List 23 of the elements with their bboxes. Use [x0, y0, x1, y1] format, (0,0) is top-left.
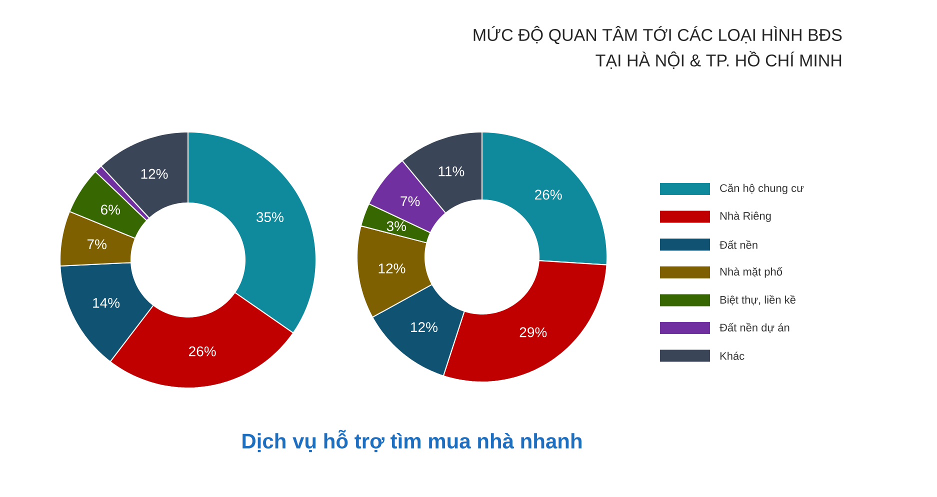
legend-label: Đất nền	[720, 240, 758, 249]
data-label: 26%	[189, 346, 216, 356]
data-label: 12%	[411, 322, 438, 332]
legend-label: Căn hộ chung cư	[720, 184, 804, 194]
chart-subtitle: TẠI HÀ NỘI & TP. HỒ CHÍ MINH	[596, 51, 842, 69]
legend-label: Nhà mặt phố	[720, 267, 782, 278]
chart-title: MỨC ĐỘ QUAN TÂM TỚI CÁC LOẠI HÌNH BĐS	[474, 26, 842, 44]
data-label: 11%	[438, 166, 464, 176]
data-label: 12%	[378, 263, 406, 274]
data-label: 6%	[101, 204, 120, 215]
data-label: 14%	[93, 298, 120, 308]
text: Dịch vụ hỗ trợ tìm mua nhà nhanh	[242, 430, 582, 452]
data-label: 7%	[400, 196, 420, 206]
data-label: 35%	[256, 212, 284, 222]
legend-label: Nhà Riêng	[720, 212, 771, 222]
data-label: 7%	[87, 239, 106, 250]
legend-label: Biệt thự, liền kề	[720, 295, 796, 306]
data-label: 12%	[141, 168, 168, 179]
data-label: 29%	[520, 327, 547, 338]
legend-label: Đất nền dự án	[720, 322, 790, 334]
legend-label: Khác	[720, 352, 744, 360]
data-label: 26%	[535, 190, 562, 200]
data-label: 3%	[386, 221, 406, 232]
